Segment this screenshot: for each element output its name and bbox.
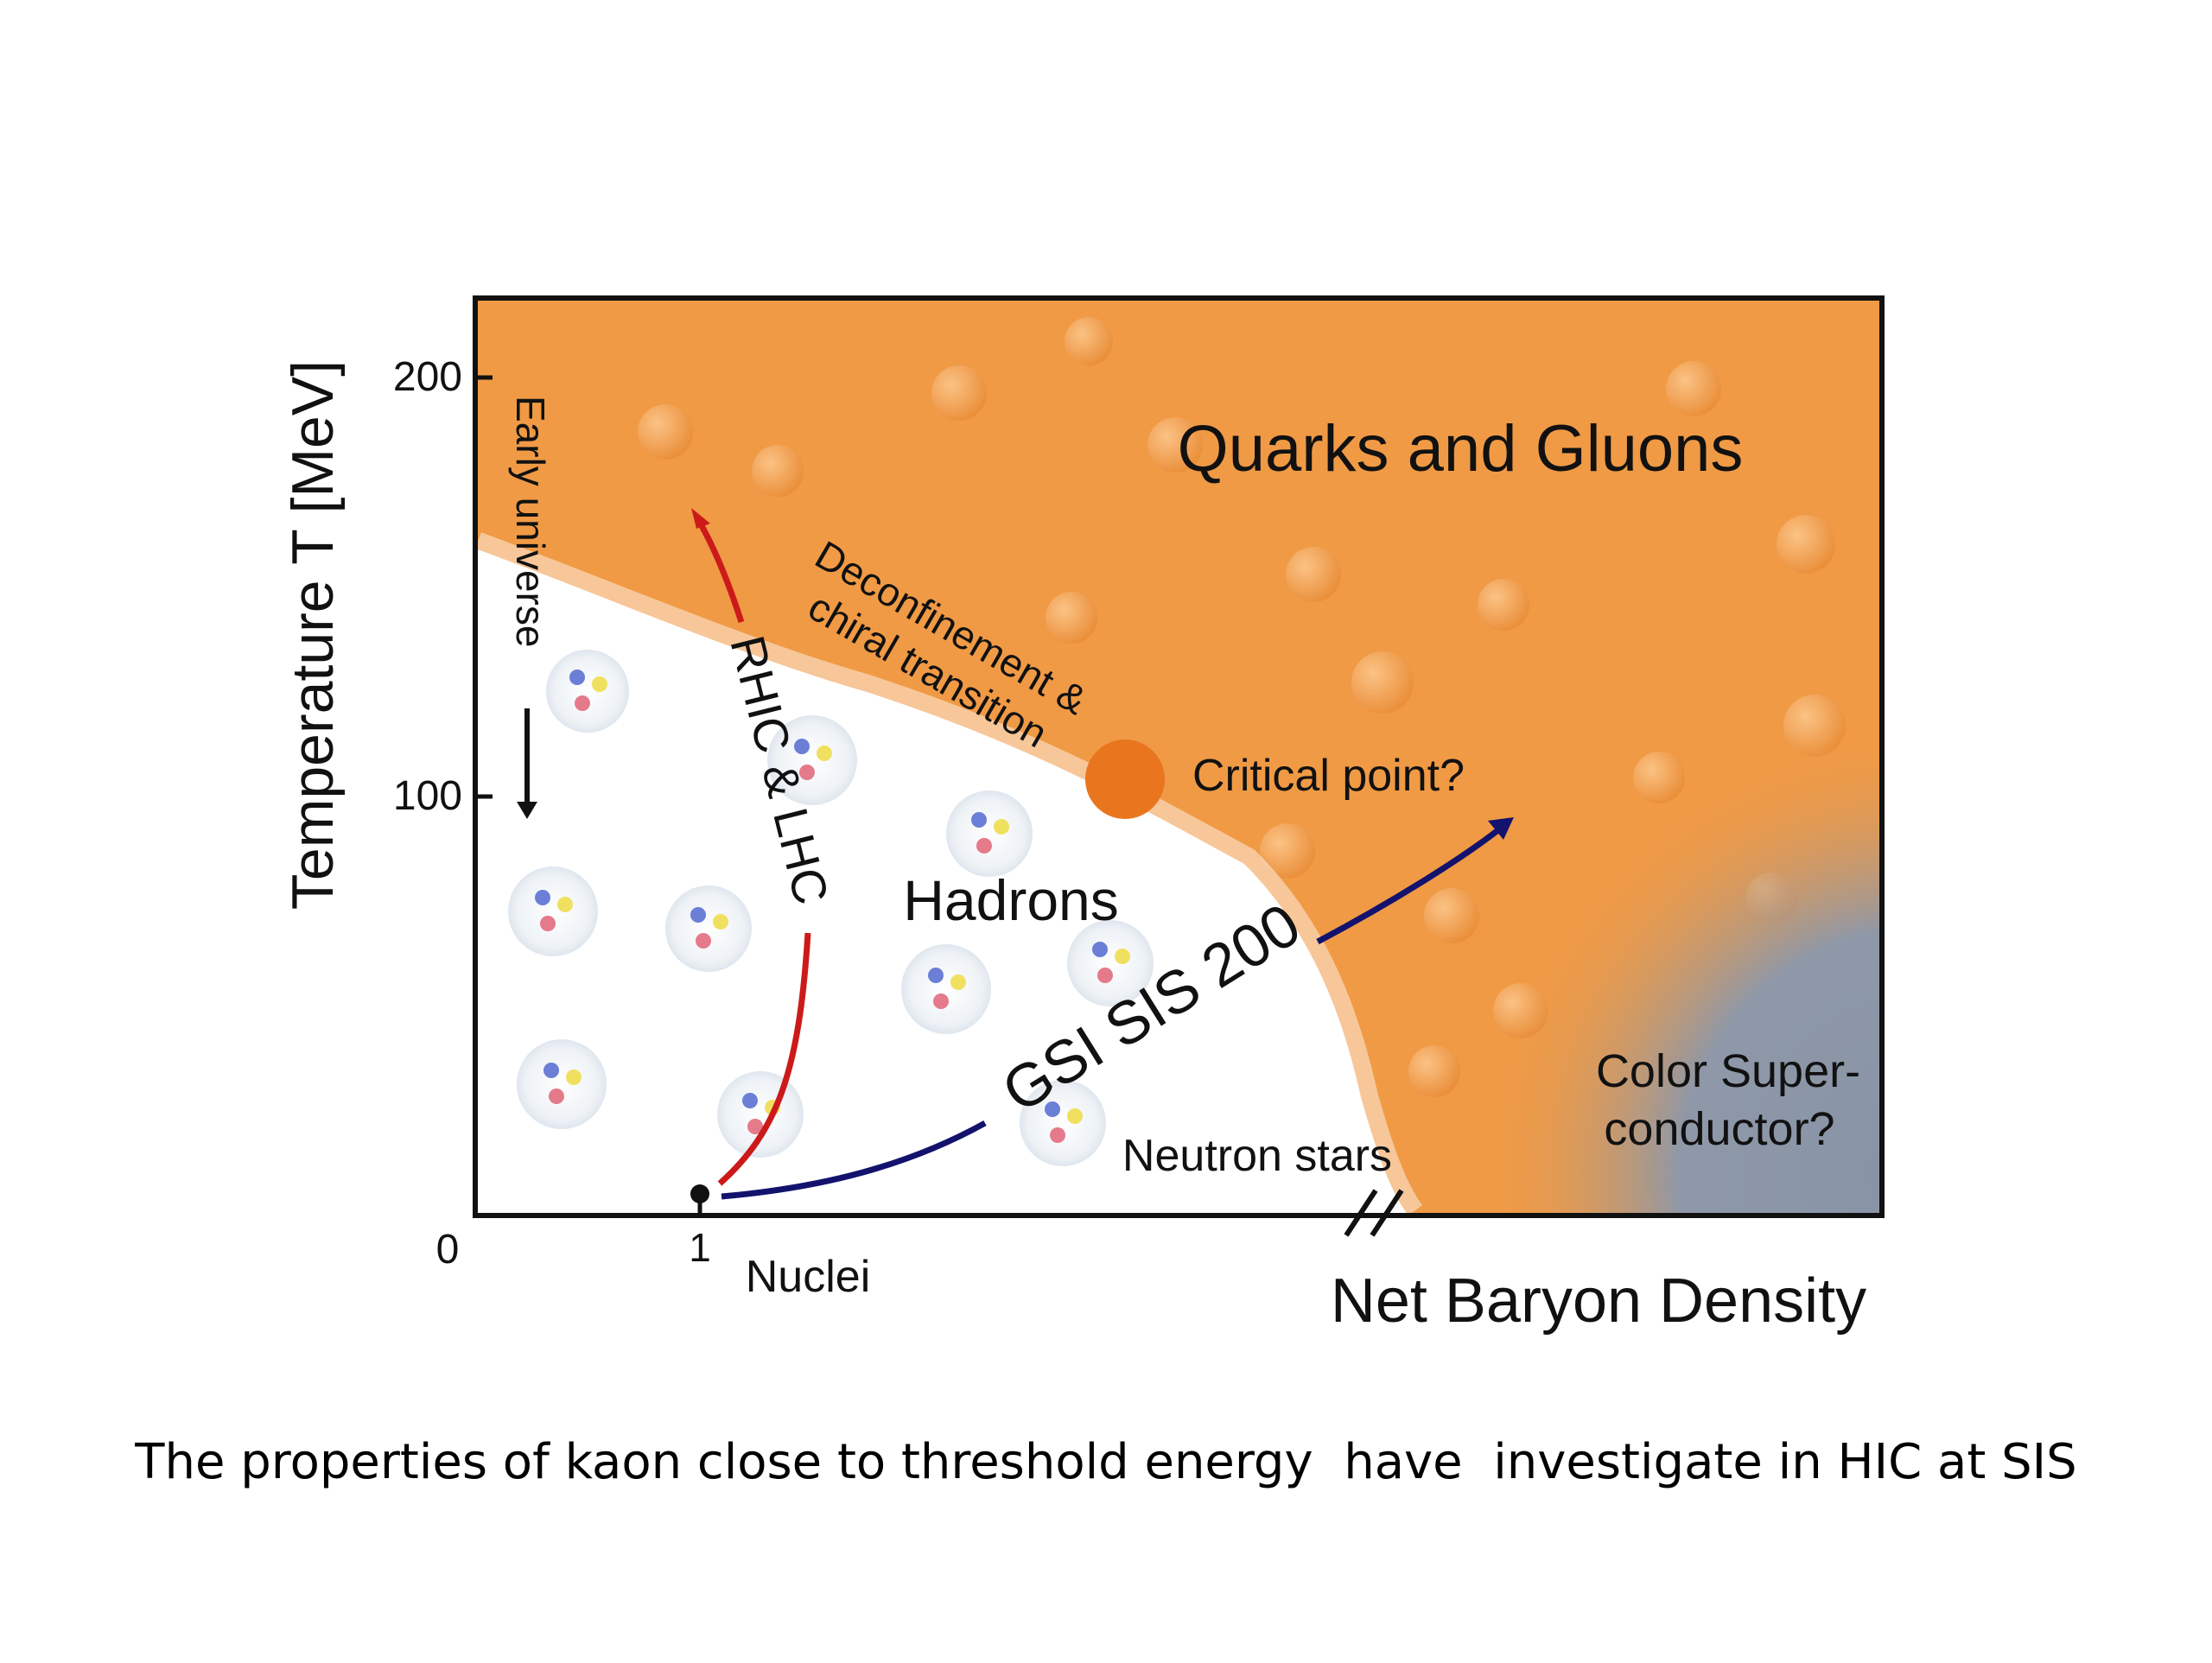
critical-point-marker — [1085, 739, 1165, 819]
rhic-lhc-arrow-lower — [717, 932, 811, 1186]
color-superconductor-label-2: conductor? — [1604, 1103, 1834, 1155]
hadron-region — [475, 549, 1408, 1216]
plot-frame — [473, 295, 1885, 1218]
gsi-sis-arrow-lower — [721, 1120, 987, 1200]
gsi-sis-arrowhead — [1488, 817, 1514, 840]
x-axis-label: Net Baryon Density — [1331, 1266, 1866, 1336]
hadrons-label: Hadrons — [903, 868, 1118, 932]
rhic-lhc-arrowhead — [691, 508, 710, 529]
y-axis-label: Temperature T [MeV] — [280, 360, 346, 910]
critical-point-label: Critical point? — [1192, 751, 1465, 801]
qgp-label: Quarks and Gluons — [1178, 412, 1744, 486]
y-tick-100: 100 — [393, 773, 462, 819]
rhic-lhc-arrow-upper — [696, 521, 745, 624]
slide-caption: The properties of kaon close to threshol… — [135, 1434, 2077, 1490]
early-universe-label: Early universe — [508, 396, 553, 647]
color-superconductor-label-1: Color Super- — [1596, 1045, 1860, 1097]
neutron-stars-label: Neutron stars — [1122, 1131, 1392, 1181]
origin-tick: 0 — [436, 1227, 460, 1273]
early-universe-arrow — [517, 708, 537, 819]
nuclei-label: Nuclei — [746, 1252, 871, 1302]
gsi-sis-arrow-upper — [1316, 827, 1502, 945]
color-superconductor-region — [1426, 734, 1882, 1216]
hadron-particles — [508, 650, 1154, 1166]
x-tick-1: 1 — [689, 1225, 711, 1270]
axis-break-mark — [1344, 1189, 1404, 1237]
y-tick-200: 200 — [393, 354, 462, 400]
nuclei-point — [690, 1184, 709, 1203]
